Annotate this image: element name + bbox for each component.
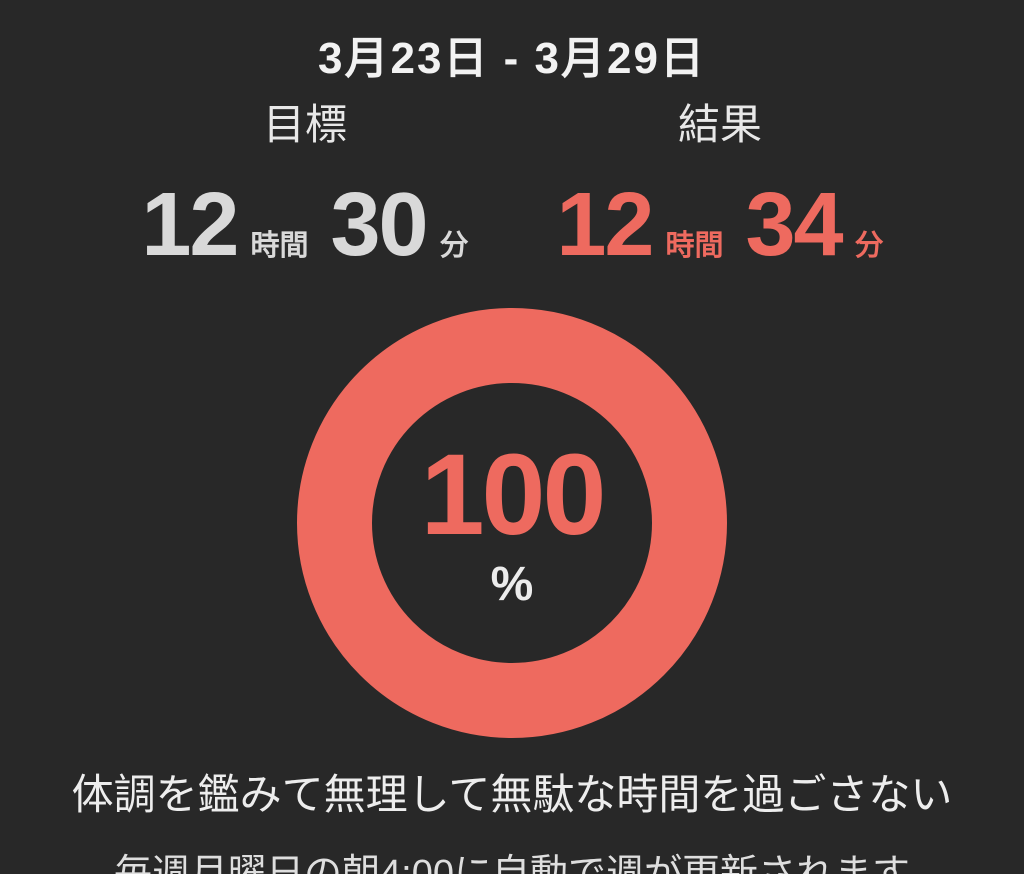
weekly-goal-note: 体調を鑑みて無理して無駄な時間を過ごさない (71, 771, 953, 818)
result-minutes-value: 34 (745, 175, 844, 276)
result-label: 結果 (677, 101, 762, 148)
result-hours-value: 12 (556, 175, 654, 276)
result-hours-unit: 時間 (665, 230, 724, 263)
goal-label: 目標 (262, 101, 347, 148)
goal-column: 目標 12 時間 30 分 (105, 100, 505, 270)
progress-ring: 100 % (297, 308, 727, 738)
goal-minutes-unit: 分 (439, 230, 469, 263)
result-value: 12 時間 34 分 (520, 180, 920, 270)
result-column: 結果 12 時間 34 分 (520, 100, 920, 270)
goal-value: 12 時間 30 分 (105, 180, 505, 270)
progress-percent-sign: % (490, 557, 534, 611)
goal-minutes-value: 30 (330, 175, 429, 276)
date-range-header: 3月23日 - 3月29日 (318, 34, 706, 83)
auto-update-note: 毎週月曜日の朝4:00に自動で週が更新されます (114, 853, 910, 874)
goal-hours-unit: 時間 (250, 230, 309, 263)
progress-percent-value: 100 (420, 430, 607, 559)
result-minutes-unit: 分 (854, 230, 884, 263)
goal-hours-value: 12 (141, 175, 239, 276)
progress-ring-circle: 100 % (297, 308, 727, 738)
